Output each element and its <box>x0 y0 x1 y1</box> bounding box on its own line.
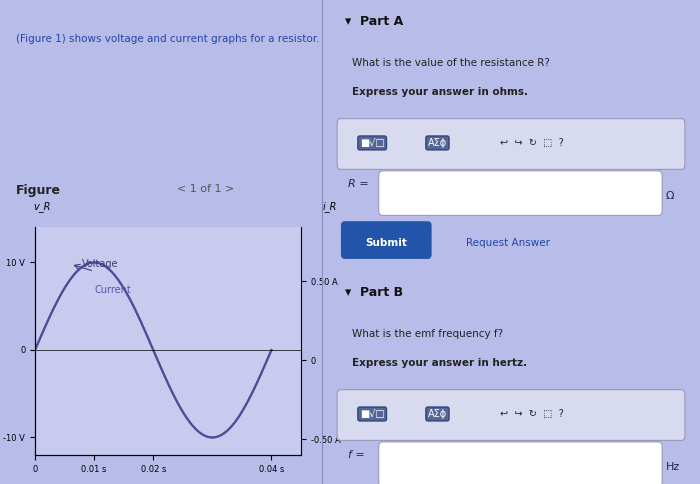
Text: Submit: Submit <box>365 238 407 248</box>
Text: < 1 of 1 >: < 1 of 1 > <box>177 184 234 194</box>
Text: R =: R = <box>349 179 369 189</box>
FancyBboxPatch shape <box>337 119 685 169</box>
Text: Hz: Hz <box>666 462 680 472</box>
FancyBboxPatch shape <box>341 221 432 259</box>
Text: ▾  Part B: ▾ Part B <box>344 286 402 299</box>
Text: Figure: Figure <box>16 184 61 197</box>
Text: Ω: Ω <box>666 191 675 201</box>
Text: AΣϕ: AΣϕ <box>428 138 447 148</box>
Text: (Figure 1) shows voltage and current graphs for a resistor.: (Figure 1) shows voltage and current gra… <box>16 34 320 44</box>
Text: ▾  Part A: ▾ Part A <box>344 15 403 28</box>
Text: ■√□: ■√□ <box>360 138 384 148</box>
Text: ■√□: ■√□ <box>360 409 384 419</box>
Text: i_R: i_R <box>322 201 337 212</box>
Text: Request Answer: Request Answer <box>466 238 550 248</box>
Text: ↩  ↪  ↻  ⬚  ?: ↩ ↪ ↻ ⬚ ? <box>500 138 564 148</box>
Text: f =: f = <box>349 450 365 460</box>
Text: What is the value of the resistance R?: What is the value of the resistance R? <box>352 58 550 68</box>
Text: Express your answer in hertz.: Express your answer in hertz. <box>352 358 527 368</box>
Text: ↩  ↪  ↻  ⬚  ?: ↩ ↪ ↻ ⬚ ? <box>500 409 564 419</box>
FancyBboxPatch shape <box>337 390 685 440</box>
Text: Express your answer in ohms.: Express your answer in ohms. <box>352 87 528 97</box>
Text: Voltage: Voltage <box>83 259 119 269</box>
FancyBboxPatch shape <box>379 171 662 215</box>
FancyBboxPatch shape <box>379 442 662 484</box>
Text: AΣϕ: AΣϕ <box>428 409 447 419</box>
Text: Current: Current <box>94 285 131 295</box>
Text: What is the emf frequency f?: What is the emf frequency f? <box>352 329 503 339</box>
Text: v_R: v_R <box>34 201 51 212</box>
